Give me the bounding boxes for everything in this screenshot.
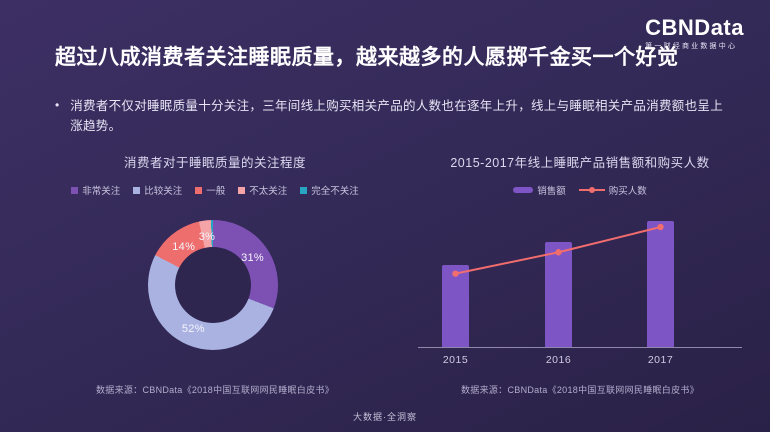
bullet-point: • 消费者不仅对睡眠质量十分关注，三年间线上购买相关产品的人数也在逐年上升，线上… [55, 96, 730, 136]
line-point-icon [555, 249, 562, 256]
donut-hole [175, 247, 251, 323]
data-source-left: 数据来源：CBNData《2018中国互联网网民睡眠白皮书》 [95, 385, 335, 395]
buyers-line [452, 223, 664, 277]
donut-chart-legend: 非常关注 比较关注 一般 不太关注 完全不关注 [45, 183, 385, 197]
legend-swatch-icon [133, 186, 141, 194]
legend-swatch-icon [195, 186, 203, 194]
bar-line-plot: 2015 2016 2017 [418, 218, 742, 366]
legend-swatch-icon [238, 186, 246, 194]
donut-slice-label: 3% [198, 231, 216, 244]
sales-bar [442, 265, 469, 347]
bar-chart-title: 2015-2017年线上睡眠产品销售额和购买人数 [450, 156, 710, 170]
data-source-right: 数据来源：CBNData《2018中国互联网网民睡眠白皮书》 [460, 385, 700, 395]
donut-slice-label: 14% [172, 240, 196, 253]
line-dot-icon [588, 187, 595, 193]
bar-chart-panel: 2015-2017年线上睡眠产品销售额和购买人数 销售额 购买人数 2015 201… [410, 148, 750, 404]
bullet-marker: • [55, 98, 60, 112]
brand-subtitle: 第一财经商业数据中心 [645, 43, 738, 51]
legend-item: 比较关注 [133, 183, 182, 197]
brand-name: CBNData [645, 15, 744, 40]
legend-label: 一般 [206, 186, 226, 197]
donut-slice-label: 52% [181, 322, 205, 335]
legend-label: 购买人数 [608, 186, 647, 197]
x-axis-tick-label: 2017 [647, 354, 674, 366]
x-axis-tick-label: 2016 [545, 354, 572, 366]
page-title: 超过八成消费者关注睡眠质量，越来越多的人愿掷千金买一个好觉 [55, 46, 679, 69]
donut-chart-panel: 消费者对于睡眠质量的关注程度 非常关注 比较关注 一般 不太关注 完全不关注 31% 52… [45, 148, 385, 404]
legend-label: 比较关注 [144, 186, 183, 197]
legend-item: 购买人数 [578, 183, 647, 197]
slide-footer: 大数据·全洞察 [353, 412, 417, 422]
bar-swatch-icon [513, 187, 534, 193]
donut-slice-label: 31% [241, 251, 265, 264]
line-point-icon [452, 270, 459, 277]
sales-bar [647, 221, 674, 347]
legend-item: 一般 [195, 183, 225, 197]
legend-item: 销售额 [513, 183, 566, 197]
donut-chart-title: 消费者对于睡眠质量的关注程度 [123, 156, 306, 170]
donut-chart: 31% 52% 14% 3% [148, 220, 278, 350]
legend-label: 非常关注 [82, 186, 121, 197]
bar-chart-legend: 销售额 购买人数 [410, 183, 750, 197]
line-point-icon [657, 223, 664, 231]
legend-item: 完全不关注 [300, 183, 359, 197]
legend-label: 完全不关注 [311, 186, 359, 197]
brand-logo: CBNData 第一财经商业数据中心 [645, 16, 744, 51]
sales-bar [545, 242, 572, 347]
legend-swatch-icon [300, 186, 308, 194]
x-axis-tick-label: 2015 [442, 354, 469, 366]
legend-label: 不太关注 [249, 186, 288, 197]
line-swatch-icon [578, 187, 605, 193]
legend-swatch-icon [71, 186, 79, 194]
bullet-text: 消费者不仅对睡眠质量十分关注，三年间线上购买相关产品的人数也在逐年上升，线上与睡… [70, 99, 724, 133]
legend-label: 销售额 [537, 186, 566, 197]
legend-item: 不太关注 [238, 183, 287, 197]
legend-item: 非常关注 [71, 183, 120, 197]
